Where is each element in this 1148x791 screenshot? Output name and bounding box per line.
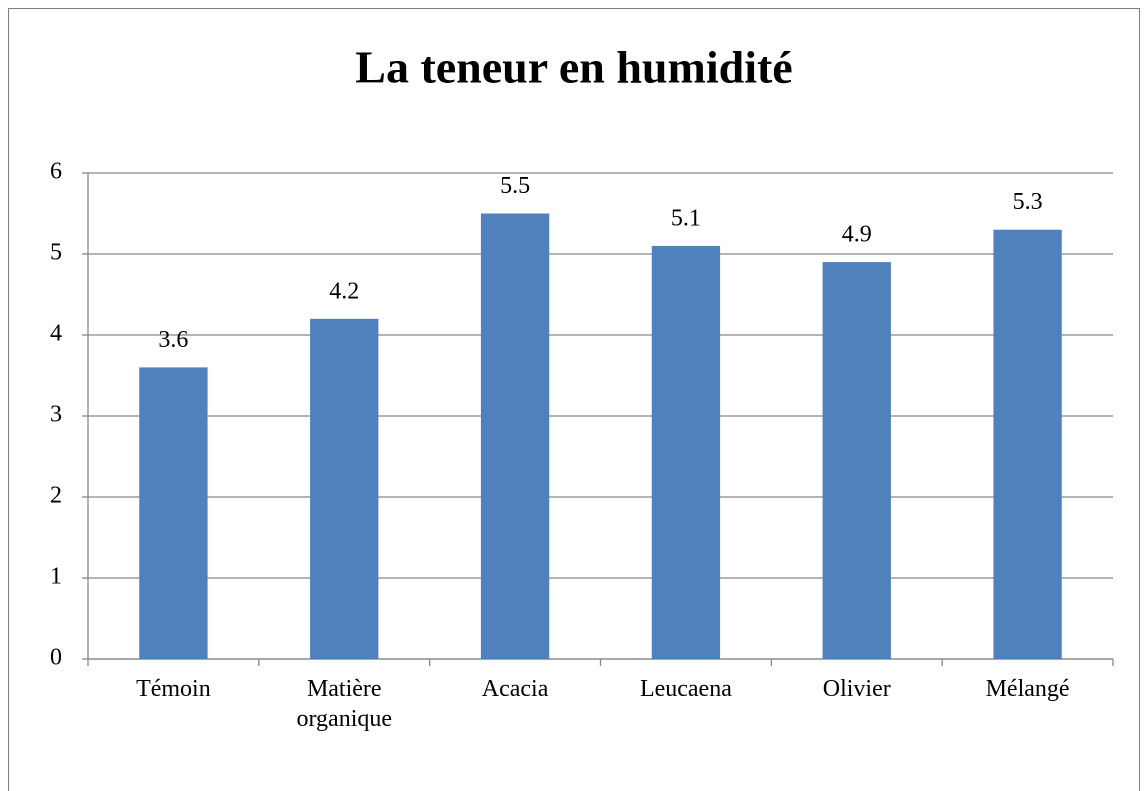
- data-label: 3.6: [158, 327, 188, 353]
- y-tick-label: 1: [50, 564, 62, 590]
- y-tick-label: 0: [50, 645, 62, 671]
- bar: [139, 367, 208, 659]
- y-tick-label: 6: [50, 159, 62, 185]
- x-tick-label: Témoin: [136, 676, 211, 702]
- x-tick-label: Leucaena: [639, 676, 732, 702]
- bar: [310, 318, 379, 659]
- x-tick-label: Mélangé: [985, 676, 1070, 702]
- y-tick-label: 5: [50, 240, 62, 266]
- x-tick-label: Olivier: [822, 676, 891, 702]
- data-label: 4.2: [329, 278, 359, 304]
- data-label: 4.9: [842, 222, 872, 248]
- data-label: 5.1: [671, 205, 701, 231]
- x-tick-label: Matière organique: [296, 676, 393, 732]
- bar: [993, 229, 1062, 659]
- x-tick-label: Acacia: [481, 676, 549, 702]
- data-label: 5.5: [500, 173, 530, 199]
- chart-title: La teneur en humidité: [355, 42, 792, 93]
- bar: [822, 262, 891, 659]
- data-label: 5.3: [1013, 189, 1043, 215]
- y-tick-label: 4: [50, 321, 62, 347]
- y-tick-label: 3: [50, 402, 62, 428]
- y-tick-label: 2: [50, 483, 62, 509]
- bar: [651, 245, 721, 659]
- bar: [480, 213, 550, 659]
